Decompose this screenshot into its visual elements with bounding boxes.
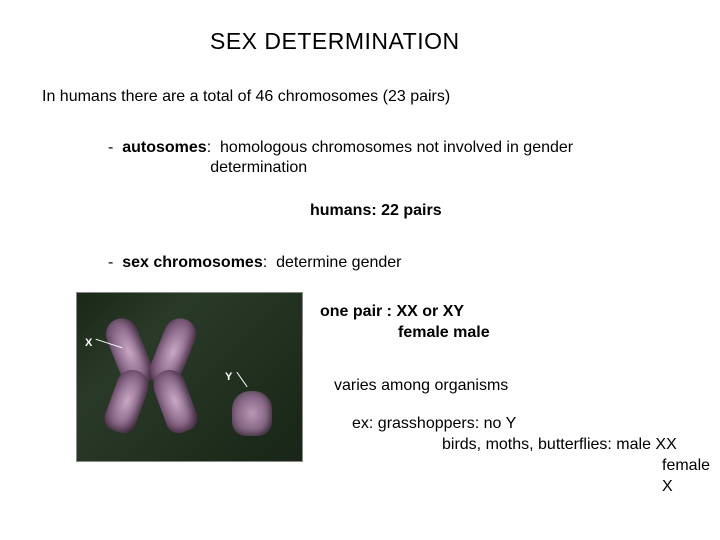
bullet: -	[108, 139, 113, 156]
humans-22-pairs: humans: 22 pairs	[310, 202, 442, 220]
sexchrom-def: determine gender	[276, 254, 401, 271]
x-chromosome-shape	[105, 317, 205, 437]
autosomes-def1: homologous chromosomes not involved in g…	[220, 139, 573, 156]
sexchrom-block: - sex chromosomes: determine gender	[108, 254, 402, 272]
colon: :	[207, 139, 211, 156]
autosomes-def2: determination	[210, 159, 307, 176]
intro-text: In humans there are a total of 46 chromo…	[42, 88, 450, 106]
ex-line2: birds, moths, butterflies: male XX	[352, 435, 710, 456]
ex-line3: female X	[352, 456, 710, 498]
one-pair-sub: female male	[320, 323, 710, 344]
chromosome-image: X Y	[76, 292, 303, 462]
examples-block: ex: grasshoppers: no Y birds, moths, but…	[320, 414, 710, 497]
x-label: X	[85, 337, 92, 349]
ex-line1: ex: grasshoppers: no Y	[352, 414, 710, 435]
autosomes-label: autosomes	[122, 139, 206, 156]
slide-title: SEX DETERMINATION	[210, 28, 460, 55]
y-label: Y	[225, 371, 232, 383]
autosomes-block: - autosomes: homologous chromosomes not …	[108, 138, 573, 178]
slide: SEX DETERMINATION In humans there are a …	[0, 0, 720, 540]
y-chromosome-shape	[232, 391, 272, 436]
one-pair-line: one pair : XX or XY	[320, 302, 710, 323]
right-text-block: one pair : XX or XY female male varies a…	[320, 302, 710, 498]
sexchrom-label: sex chromosomes	[122, 254, 263, 271]
varies-text: varies among organisms	[320, 376, 710, 397]
colon: :	[263, 254, 267, 271]
bullet: -	[108, 254, 113, 271]
y-pointer	[236, 372, 247, 387]
chromosome-bg: X Y	[77, 293, 302, 461]
